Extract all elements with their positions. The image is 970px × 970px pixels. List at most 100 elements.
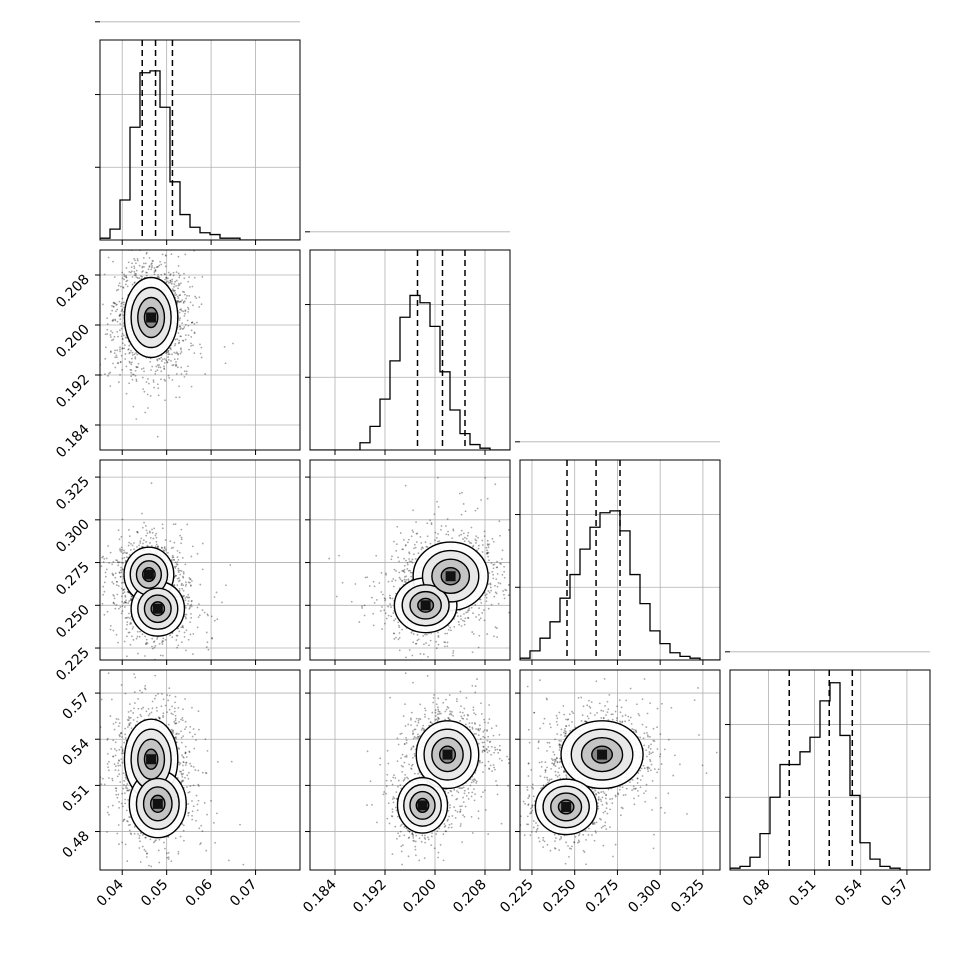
scatter-point <box>206 813 208 816</box>
scatter-point <box>177 284 180 287</box>
scatter-point <box>492 564 495 566</box>
scatter-point <box>492 577 495 580</box>
scatter-point <box>135 418 138 420</box>
scatter-point <box>139 542 142 544</box>
scatter-point <box>185 756 188 758</box>
scatter-point <box>161 253 164 256</box>
scatter-point <box>460 533 463 536</box>
scatter-point <box>127 799 130 801</box>
scatter-point <box>106 333 109 335</box>
scatter-point <box>159 366 162 369</box>
scatter-point <box>189 633 192 636</box>
scatter-point <box>132 373 135 376</box>
scatter-point <box>398 576 401 579</box>
scatter-point <box>179 534 181 537</box>
scatter-point <box>129 361 131 364</box>
scatter-point <box>180 582 183 585</box>
scatter-point <box>121 342 124 345</box>
scatter-point <box>401 569 404 572</box>
scatter-point <box>393 540 395 543</box>
scatter-point <box>422 635 425 637</box>
scatter-point <box>177 282 180 285</box>
scatter-point <box>436 476 439 479</box>
scatter-point <box>166 856 169 859</box>
scatter-point <box>192 633 195 635</box>
scatter-point <box>160 370 163 373</box>
scatter-point <box>390 615 393 618</box>
scatter-point <box>121 610 124 612</box>
scatter-point <box>490 589 493 592</box>
histogram-step <box>310 294 510 450</box>
scatter-point <box>150 482 153 485</box>
scatter-point <box>108 562 111 564</box>
scatter-point <box>133 691 136 694</box>
scatter-point <box>160 263 163 266</box>
scatter-point <box>533 517 535 519</box>
scatter-point <box>125 280 128 283</box>
panel-content <box>100 241 300 450</box>
scatter-point <box>195 241 197 243</box>
scatter-point <box>107 374 109 377</box>
scatter-point <box>497 602 500 605</box>
scatter-point <box>141 266 144 269</box>
scatter-point <box>492 573 494 576</box>
scatter-point <box>106 738 109 741</box>
scatter-point <box>192 344 194 347</box>
scatter-point <box>525 618 527 620</box>
scatter-point <box>490 603 493 606</box>
panel-frame <box>309 249 511 451</box>
scatter-point <box>483 619 486 622</box>
scatter-point <box>163 362 166 364</box>
scatter-point <box>189 885 191 887</box>
scatter-point <box>190 321 193 324</box>
scatter-point <box>128 360 131 363</box>
scatter-point <box>142 246 144 248</box>
scatter-point <box>114 318 117 321</box>
scatter-point <box>180 641 183 643</box>
scatter-point <box>151 545 153 547</box>
scatter-point <box>127 602 130 604</box>
scatter-point <box>143 521 145 524</box>
scatter-point <box>112 305 115 308</box>
scatter-point <box>136 531 139 534</box>
scatter-point <box>503 565 506 568</box>
scatter-point <box>446 518 449 520</box>
scatter-point <box>147 268 150 271</box>
scatter-point <box>401 628 404 631</box>
scatter-point <box>183 300 186 303</box>
scatter-point <box>120 802 123 805</box>
scatter-point <box>485 593 488 596</box>
scatter-point <box>154 674 157 677</box>
scatter-point <box>124 353 127 355</box>
scatter-point <box>488 559 490 562</box>
scatter-point <box>165 666 167 668</box>
panel-1-1 <box>305 231 511 455</box>
scatter-point <box>111 305 113 307</box>
scatter-point <box>398 626 401 629</box>
scatter-point <box>153 267 156 269</box>
scatter-point <box>118 722 121 725</box>
scatter-point <box>475 542 477 544</box>
scatter-point <box>173 358 176 361</box>
scatter-point <box>384 572 387 575</box>
scatter-point <box>158 861 161 864</box>
scatter-point <box>486 549 488 552</box>
scatter-point <box>122 286 125 289</box>
scatter-point <box>495 627 498 630</box>
scatter-point <box>151 531 154 534</box>
scatter-point <box>122 820 125 823</box>
scatter-point <box>128 829 131 832</box>
scatter-point <box>167 358 170 361</box>
scatter-point <box>393 632 395 635</box>
scatter-point <box>154 270 157 272</box>
scatter-point <box>487 583 490 586</box>
scatter-point <box>107 256 110 259</box>
scatter-point <box>158 364 161 366</box>
scatter-point <box>113 763 116 766</box>
scatter-point <box>130 595 133 598</box>
scatter-point <box>142 257 145 259</box>
scatter-point <box>135 273 137 275</box>
scatter-point <box>163 367 166 370</box>
scatter-point <box>163 547 166 550</box>
histogram-step <box>100 70 300 240</box>
